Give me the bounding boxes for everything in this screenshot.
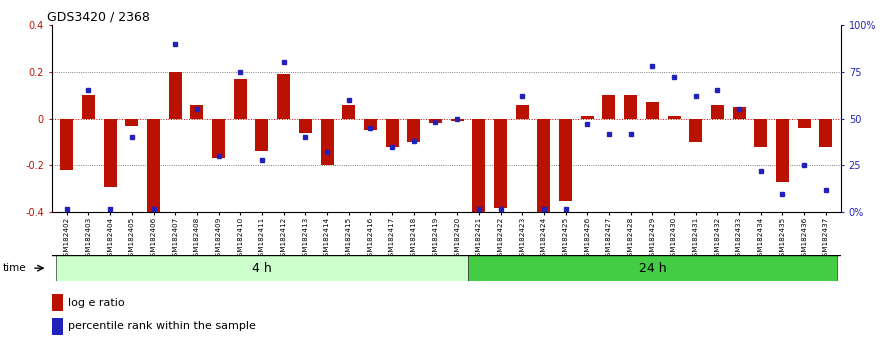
Bar	[169, 72, 182, 119]
Bar	[343, 104, 355, 119]
Bar	[538, 119, 550, 212]
Bar	[797, 119, 811, 128]
Bar	[212, 119, 225, 159]
Bar	[450, 119, 464, 121]
Bar	[125, 119, 138, 126]
Bar	[494, 119, 507, 208]
Text: 24 h: 24 h	[638, 262, 667, 275]
Text: time: time	[3, 263, 26, 273]
Text: 4 h: 4 h	[252, 262, 271, 275]
Bar	[103, 119, 117, 187]
Bar	[234, 79, 247, 119]
Bar	[732, 107, 746, 119]
Bar	[52, 318, 62, 335]
Bar	[190, 104, 204, 119]
Bar	[668, 116, 681, 119]
Bar	[776, 119, 789, 182]
Text: GDS3420 / 2368: GDS3420 / 2368	[47, 11, 150, 24]
Bar	[277, 74, 290, 119]
Bar	[299, 119, 312, 133]
Bar	[429, 119, 442, 123]
Bar	[61, 119, 73, 170]
Bar	[711, 104, 724, 119]
Bar	[364, 119, 377, 130]
Bar	[689, 119, 702, 142]
Bar	[147, 119, 160, 212]
Bar	[473, 119, 485, 212]
Bar	[82, 95, 95, 119]
Bar	[820, 119, 832, 147]
Bar	[385, 119, 399, 147]
Text: log e ratio: log e ratio	[69, 298, 125, 308]
Bar	[581, 116, 594, 119]
Bar	[515, 104, 529, 119]
Bar	[624, 95, 637, 119]
Bar	[408, 119, 420, 142]
Bar	[603, 95, 616, 119]
Bar	[559, 119, 572, 201]
Bar	[646, 102, 659, 119]
Bar	[56, 255, 468, 281]
Text: percentile rank within the sample: percentile rank within the sample	[69, 321, 256, 331]
Bar	[52, 294, 62, 311]
Bar	[320, 119, 334, 166]
Bar	[255, 119, 269, 152]
Bar	[468, 255, 837, 281]
Bar	[755, 119, 767, 147]
